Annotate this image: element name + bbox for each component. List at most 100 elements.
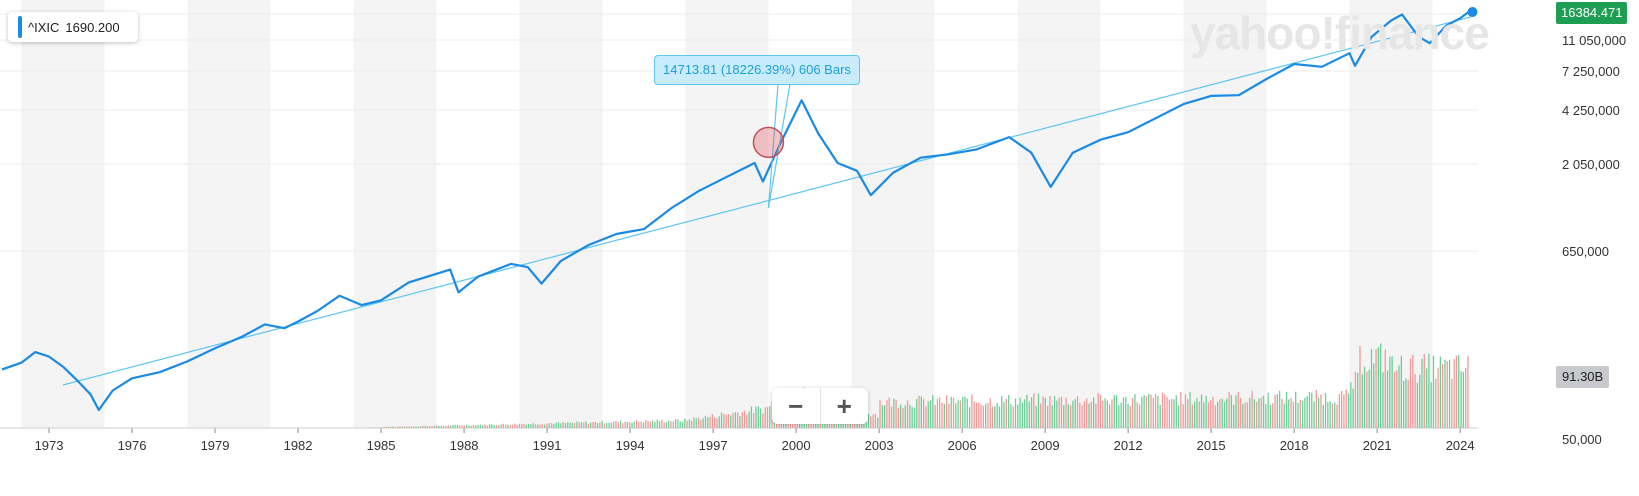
volume-bar	[406, 426, 408, 428]
volume-bar	[1058, 397, 1060, 428]
volume-bar	[1198, 401, 1200, 428]
volume-bar	[550, 423, 553, 428]
volume-bar	[1072, 400, 1074, 428]
volume-bar	[1092, 397, 1095, 428]
volume-bar	[734, 412, 736, 428]
volume-bar	[1290, 398, 1292, 428]
volume-bar	[691, 420, 693, 428]
volume-bar	[684, 418, 686, 428]
volume-bar	[1228, 392, 1230, 428]
volume-bar	[1118, 405, 1120, 428]
volume-bar	[764, 407, 766, 428]
volume-bar	[401, 426, 403, 428]
volume-bar	[886, 400, 888, 428]
year-band	[187, 0, 271, 428]
x-tick-label: 1994	[616, 438, 645, 453]
volume-bar	[1331, 403, 1334, 428]
volume-bar	[927, 401, 929, 428]
volume-bar	[1430, 382, 1432, 428]
x-tick-label: 1985	[367, 438, 396, 453]
volume-bar	[1168, 399, 1171, 428]
volume-bar	[1065, 397, 1067, 428]
volume-bar	[939, 397, 941, 428]
volume-bar	[1003, 401, 1005, 428]
volume-bar	[1336, 404, 1338, 428]
volume-bar	[672, 421, 674, 428]
volume-bar	[431, 426, 433, 428]
volume-bar	[1423, 354, 1425, 428]
volume-bar	[417, 426, 420, 428]
y-tick-labels: 11 050,000 7 250,000 4 250,000 2 050,000 650…	[1562, 33, 1626, 447]
volume-bar	[1171, 398, 1173, 428]
volume-bar	[881, 405, 883, 428]
volume-bar	[962, 396, 964, 428]
volume-bar	[502, 423, 505, 428]
volume-bar	[1464, 367, 1467, 428]
x-tick-label: 1976	[118, 438, 147, 453]
volume-bar	[1258, 398, 1260, 428]
volume-bar	[459, 425, 461, 428]
volume-bar	[638, 421, 640, 428]
volume-bar	[975, 402, 978, 428]
volume-bar	[709, 416, 711, 428]
volume-bar	[883, 405, 886, 428]
volume-bar	[449, 425, 452, 428]
volume-bar	[603, 423, 606, 428]
volume-bar	[1120, 402, 1122, 428]
volume-bar	[1308, 391, 1311, 428]
volume-bar	[385, 426, 387, 428]
volume-bar	[484, 424, 486, 428]
volume-bar	[658, 421, 661, 428]
volume-bar	[1451, 378, 1453, 428]
volume-bar	[998, 406, 1001, 428]
volume-bar	[1361, 374, 1363, 428]
volume-bar	[461, 425, 463, 428]
volume-bar	[1425, 368, 1428, 428]
volume-bar	[1329, 401, 1331, 428]
volume-bar	[596, 423, 599, 428]
volume-bar	[1214, 405, 1216, 428]
zoom-in-button[interactable]: +	[836, 390, 852, 421]
volume-bar	[1001, 396, 1003, 428]
volume-bar	[1246, 402, 1249, 428]
volume-bar	[1350, 382, 1352, 428]
volume-bar	[1138, 404, 1141, 428]
volume-bar	[1237, 391, 1239, 428]
volume-bar	[1014, 398, 1017, 428]
volume-bar	[1262, 395, 1265, 428]
x-tick-label: 2015	[1197, 438, 1226, 453]
volume-bar	[1019, 397, 1021, 428]
volume-bar	[608, 422, 610, 428]
ticker-legend[interactable]: ^IXIC 1690.200	[8, 12, 138, 42]
volume-bar	[750, 406, 753, 428]
volume-bar	[477, 424, 479, 428]
volume-bar	[505, 424, 507, 428]
volume-bar	[1405, 378, 1407, 428]
trend-line[interactable]	[62, 16, 1472, 386]
volume-bar	[1193, 401, 1196, 428]
volume-bar	[934, 405, 936, 428]
volume-bar	[576, 421, 578, 428]
volume-bar	[1056, 400, 1058, 428]
volume-bar	[1255, 401, 1258, 428]
volume-bar	[1412, 354, 1414, 428]
volume-bar	[397, 426, 399, 428]
volume-bar	[1182, 404, 1184, 428]
volume-bar	[766, 406, 769, 428]
volume-bar	[1382, 372, 1384, 428]
volume-bar	[422, 426, 424, 428]
volume-bar	[580, 422, 583, 428]
volume-bar	[1276, 394, 1278, 428]
highlight-marker[interactable]	[752, 126, 785, 159]
zoom-out-button[interactable]: −	[772, 388, 821, 424]
y-tick-label: 50,000	[1562, 432, 1602, 447]
volume-bar	[390, 426, 392, 428]
volume-bar	[1090, 401, 1092, 428]
volume-bar	[1393, 372, 1396, 428]
volume-bar	[1076, 396, 1079, 428]
year-band	[1183, 0, 1267, 428]
volume-bar	[429, 426, 431, 428]
volume-bar	[1079, 402, 1081, 428]
volume-bar	[645, 420, 647, 428]
